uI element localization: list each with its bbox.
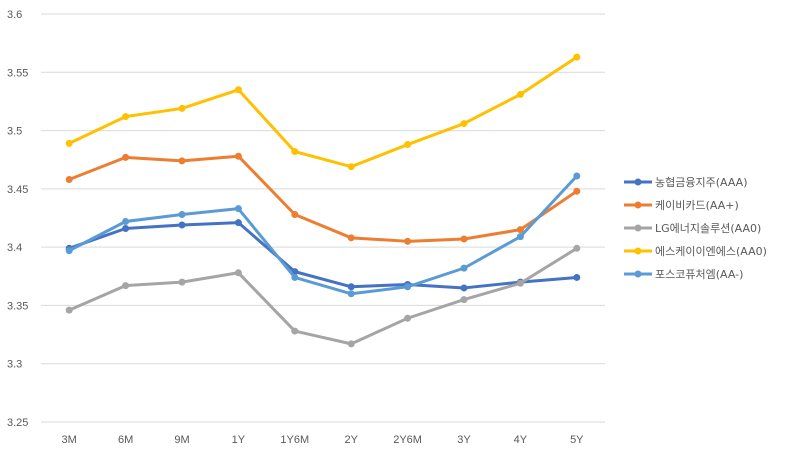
data-point [122,224,130,232]
series-4 [65,53,581,171]
series-line [67,246,579,346]
series-line [67,174,579,296]
x-tick-label: 4Y [514,434,528,446]
legend-swatch-marker [634,270,642,278]
legend-item: LG에너지솔루션(AA0) [624,222,761,235]
data-point [234,219,242,227]
data-point [178,157,186,165]
data-point [516,279,524,287]
legend: 농협금융지주(AAA) 케이비카드(AA+) LG에너지솔루션(AA0) 에스케이이엔… [624,176,767,281]
data-point [347,340,355,348]
series-line [67,55,579,169]
y-tick-label: 3.25 [7,417,28,429]
y-tick-label: 3.35 [7,300,28,312]
legend-label: 포스코퓨처엠(AA-) [655,268,743,281]
legend-item: 케이비카드(AA+) [624,199,739,212]
x-axis-ticks: 3M 6M 9M 1Y 1Y6M 2Y 2Y6M 3Y 4Y 5Y [62,434,585,446]
data-point [347,234,355,242]
data-point [516,226,524,234]
legend-label: 농협금융지주(AAA) [655,176,748,189]
series-3 [65,244,581,348]
legend-label: LG에너지솔루션(AA0) [655,222,761,235]
data-point [573,172,581,180]
data-point [234,152,242,160]
x-tick-label: 1Y6M [280,434,309,446]
y-tick-label: 3.4 [7,242,22,254]
data-point [291,273,299,281]
data-point [573,244,581,252]
data-point [460,296,468,304]
data-point [122,153,130,161]
x-tick-label: 2Y [344,434,358,446]
legend-item: 포스코퓨처엠(AA-) [624,268,743,281]
data-point [122,217,130,225]
data-point [347,163,355,171]
legend-swatch-marker [634,224,642,232]
data-point [460,235,468,243]
data-point [291,211,299,219]
legend-label: 케이비카드(AA+) [655,199,739,212]
data-point [347,290,355,298]
data-point [460,284,468,292]
data-point [65,176,73,184]
data-point [404,141,412,149]
data-point [178,278,186,286]
data-point [573,187,581,195]
y-tick-label: 3.55 [7,67,28,79]
x-tick-label: 3Y [457,434,471,446]
data-point [65,247,73,255]
x-tick-label: 6M [118,434,133,446]
x-tick-label: 1Y [232,434,246,446]
series-line [67,154,579,243]
legend-swatch-marker [634,178,642,186]
data-point [122,113,130,121]
y-tick-label: 3.5 [7,126,22,138]
data-point [234,269,242,277]
data-point [122,282,130,290]
data-point [404,283,412,291]
series-group [65,53,581,348]
y-axis-ticks: 3.25 3.3 3.35 3.4 3.45 3.5 3.55 3.6 [7,9,28,429]
x-tick-label: 9M [174,434,189,446]
data-point [291,327,299,335]
data-point [234,205,242,213]
data-point [65,306,73,314]
data-point [573,273,581,281]
legend-item: 에스케이이엔에스(AA0) [624,245,767,258]
legend-swatch-marker [634,247,642,255]
x-tick-label: 2Y6M [393,434,422,446]
series-2 [65,152,581,245]
data-point [65,139,73,147]
data-point [573,53,581,61]
series-line [67,221,579,290]
data-point [516,233,524,241]
data-point [178,221,186,229]
legend-label: 에스케이이엔에스(AA0) [655,245,767,258]
legend-swatch-marker [634,201,642,209]
data-point [178,104,186,112]
data-point [404,314,412,322]
data-point [347,283,355,291]
data-point [178,211,186,219]
series-5 [65,172,581,298]
y-tick-label: 3.6 [7,9,22,21]
y-tick-label: 3.3 [7,359,22,371]
gridlines [41,13,605,423]
x-tick-label: 5Y [570,434,584,446]
data-point [234,86,242,94]
data-point [460,120,468,128]
legend-item: 농협금융지주(AAA) [624,176,748,189]
data-point [404,237,412,245]
data-point [516,90,524,98]
data-point [460,264,468,272]
series-1 [65,219,581,292]
x-tick-label: 3M [62,434,77,446]
y-tick-label: 3.45 [7,184,28,196]
data-point [291,148,299,156]
